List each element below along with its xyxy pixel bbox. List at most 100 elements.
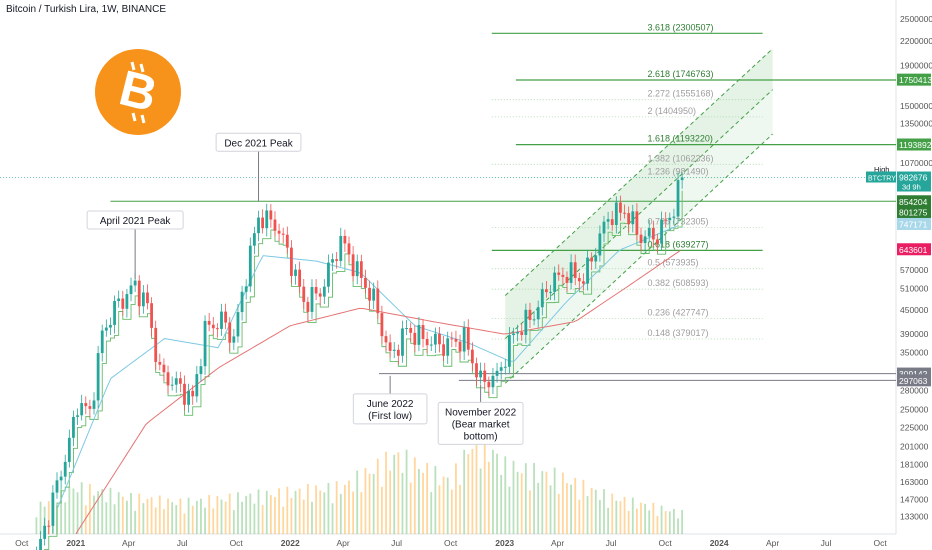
candle-body [277,230,281,234]
candle-body [322,286,326,297]
candle-body [590,257,594,262]
candle-body [384,336,388,343]
candle-body [487,381,491,388]
candle-body [635,211,639,235]
candle-body [392,349,396,351]
candle-body [450,338,454,340]
volume-bar [88,483,91,534]
ma-short-line [57,224,679,509]
volume-bar [47,501,50,534]
candle-body [598,233,602,256]
candle-body [647,227,651,237]
volume-bar [339,493,342,534]
candle-body [631,211,635,225]
candle-body [491,375,495,388]
x-tick-label: Apr [766,538,779,548]
volume-bar [607,507,610,534]
volume-bar [109,487,112,534]
symbol-tag [866,171,896,183]
candle-body [133,280,137,286]
x-tick-label: 2023 [495,538,514,548]
candle-body [162,364,166,373]
y-tick-label: 1350000 [900,119,932,129]
candle-body [199,366,203,375]
volume-bar [327,482,330,534]
fib-level-label: 1.618 (1193220) [647,134,712,144]
volume-bar [537,482,540,534]
volume-bar [134,510,137,534]
volume-bar [368,473,371,534]
volume-bar [512,460,515,534]
x-tick-label: 2024 [710,538,729,548]
y-tick-label: 350000 [900,348,929,358]
price-label-box [897,217,931,230]
candle-body [174,378,178,385]
volume-bar [282,506,285,534]
volume-bar [483,430,486,534]
x-tick-label: Apr [122,538,135,548]
volume-bar [121,496,124,534]
candle-body [396,349,400,356]
candle-body [281,233,285,235]
candle-body [100,330,104,354]
volume-bar [117,492,120,534]
candle-body [442,344,445,356]
candle-body [178,378,182,384]
candle-body [458,341,462,352]
x-tick-label: 2022 [281,538,300,548]
volume-bar [97,491,100,534]
channel-middle-line [504,89,773,339]
fib-level-label: 1.382 (1062336) [647,153,713,163]
volume-bar [158,495,161,534]
price-label-note: High [874,165,889,174]
volume-bar [253,503,256,534]
volume-bar [656,515,659,534]
price-axis [896,0,932,550]
candle-body [244,286,248,292]
candle-body [96,353,100,401]
volume-bar [200,498,202,534]
candle-body [553,272,557,292]
candle-body [59,476,63,481]
candle-body [84,403,88,407]
candle-body [417,325,421,345]
y-tick-label: 2200000 [900,36,932,46]
candle-body [298,269,302,287]
price-label-box [897,73,931,86]
volume-bar [265,490,268,534]
volume-bar [385,451,387,534]
candle-body [318,293,322,297]
candle-body [549,291,552,293]
candle-body [170,384,174,386]
annotation-label: April 2021 Peak [100,216,172,227]
volume-bar [524,463,527,534]
candle-body [195,374,199,397]
candle-body [627,213,631,225]
volume-bar [541,471,544,534]
candle-body [503,366,507,368]
candle-body [121,298,125,309]
candle-body [557,272,561,275]
volume-bar [224,501,227,534]
candle-body [483,370,487,382]
candle-body [602,221,606,234]
candle-body [220,311,223,329]
x-tick-label: Oct [444,538,458,548]
volume-bar [269,495,272,534]
candle-body [327,262,330,287]
candle-body [339,235,343,261]
y-tick-label: 570000 [900,265,929,275]
volume-bar [183,513,186,534]
fib-level-label: 0.236 (427747) [647,308,708,318]
channel-upper-fill [505,48,773,339]
volume-bar [611,493,614,534]
candle-body [92,400,96,409]
volume-bar [545,471,548,534]
volume-bar [278,488,280,534]
candle-body [454,339,458,342]
candle-body [211,324,215,329]
volume-bar [175,505,178,534]
annotation-box [437,401,524,445]
